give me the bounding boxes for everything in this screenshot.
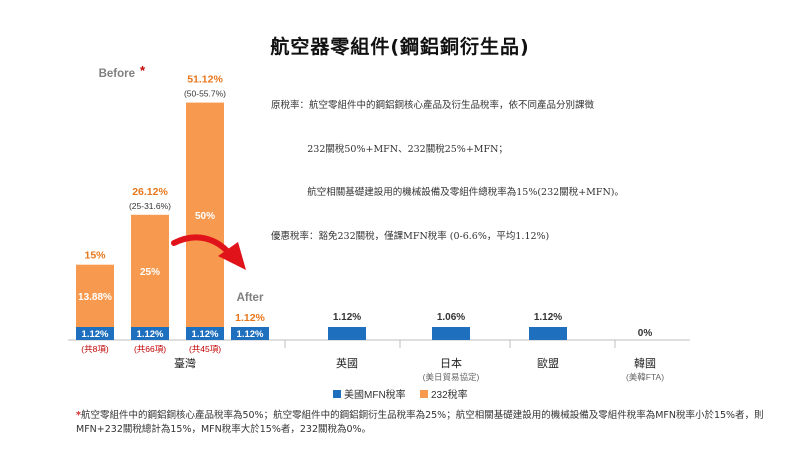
mfn-value-label: 1.12%: [333, 312, 361, 323]
legend-label-mfn: 美國MFN稅率: [344, 388, 406, 401]
group-label: 韓國: [634, 357, 656, 370]
mfn-value-label: 1.12%: [137, 329, 164, 340]
total-value-label: 26.12%: [132, 186, 168, 198]
mfn-bar: [131, 327, 169, 340]
group-label: 歐盟: [537, 356, 559, 370]
range-label: (50-55.7%): [184, 89, 226, 99]
range-label: (25-31.6%): [129, 201, 171, 211]
mfn-bar: [231, 327, 269, 340]
total-value-label: 15%: [84, 250, 106, 262]
footnote-text: 航空零組件中的鋼鋁銅核心產品稅率為50%；航空零組件中的鋼鋁銅衍生品稅率為25%…: [76, 410, 764, 435]
item-count-label: (共45項): [189, 344, 221, 354]
mfn-bar: [328, 327, 366, 340]
s232-value-label: 13.88%: [78, 292, 112, 303]
s232-value-label: 25%: [140, 267, 160, 278]
transition-arrow-head: [218, 242, 246, 270]
s232-bar: [131, 214, 169, 327]
s232-value-label: 50%: [195, 211, 215, 222]
mfn-value-label: 1.12%: [82, 329, 109, 340]
note-line: 優惠稅率：豁免232關稅，僅課MFN稅率 (0-6.6%，平均1.12%): [271, 230, 550, 242]
mfn-bar: [432, 327, 470, 340]
mfn-value-label: 1.12%: [534, 312, 562, 323]
group-sublabel: (美韓FTA): [626, 372, 664, 382]
total-value-label: 51.12%: [187, 74, 223, 86]
note-line: 232關稅50%+MFN、232關稅25%+MFN；: [271, 143, 508, 155]
legend-swatch-232: [420, 390, 428, 398]
s232-bar: [186, 102, 224, 327]
mfn-value-label: 1.12%: [192, 329, 219, 340]
legend-label-232: 232稅率: [431, 388, 468, 401]
transition-arrow: [171, 234, 233, 257]
mfn-bar: [76, 327, 114, 340]
total-value-label: 1.12%: [235, 312, 265, 324]
item-count-label: (共8項): [81, 344, 109, 354]
before-label: Before: [99, 68, 135, 80]
note-line: 原稅率：航空零組件中的鋼鋁銅核心產品及衍生品稅率，依不同產品分別課徵: [271, 100, 595, 111]
group-sublabel: (美日貿易協定): [423, 372, 480, 382]
group-label: 日本: [440, 356, 462, 370]
footnote-star: *: [76, 410, 81, 421]
legend-swatch-mfn: [333, 390, 341, 398]
item-count-label: (共66項): [134, 344, 166, 354]
tariff-note: 原稅率：航空零組件中的鋼鋁銅核心產品及衍生品稅率，依不同產品分別課徵 232關稅…: [271, 70, 624, 259]
group-label: 英國: [336, 356, 358, 370]
page-title: 航空器零組件(鋼鋁銅衍生品): [270, 36, 530, 58]
mfn-value-label: 0%: [638, 328, 653, 339]
mfn-value-label: 1.06%: [437, 312, 465, 323]
s232-bar: [76, 264, 114, 327]
mfn-bar: [529, 327, 567, 340]
mfn-bar: [186, 327, 224, 340]
footnote: *航空零組件中的鋼鋁銅核心產品稅率為50%；航空零組件中的鋼鋁銅衍生品稅率為25…: [76, 409, 776, 437]
mfn-value-label: 1.12%: [237, 329, 264, 340]
group-label: 臺灣: [174, 356, 196, 370]
before-star: *: [140, 63, 146, 78]
after-label: After: [237, 292, 264, 304]
note-line: 航空相關基礎建設用的機械設備及零組件總稅率為15%(232關稅+MFN)。: [271, 187, 624, 198]
